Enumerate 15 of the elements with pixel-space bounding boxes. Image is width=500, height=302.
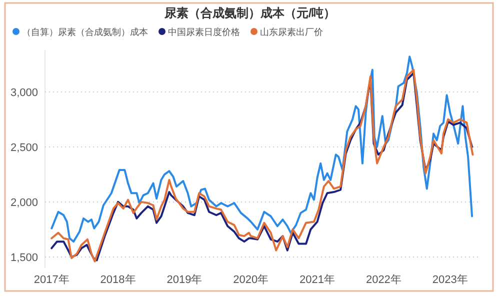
legend-label: （自算）尿素（合成氨制）成本 [22,27,148,37]
y-tick-label: 2,500 [10,142,38,154]
y-tick-label: 2,000 [10,196,38,209]
x-tick-label: 2019年 [166,274,202,286]
y-tick-label: 1,500 [10,252,38,264]
legend-label: 中国尿素日度价格 [168,27,240,37]
y-tick-label: 3,000 [10,86,38,99]
x-tick-label: 2021年 [300,274,336,286]
legend-label: 山东尿素出厂价 [260,27,323,37]
x-tick-label: 2020年 [233,274,269,286]
x-tick-label: 2023年 [432,274,468,286]
x-tick-label: 2022年 [366,274,402,286]
chart-title: 尿素（合成氨制）成本（元/吨） [163,6,336,20]
x-tick-label: 2017年 [34,274,70,286]
x-tick-label: 2018年 [100,274,136,286]
